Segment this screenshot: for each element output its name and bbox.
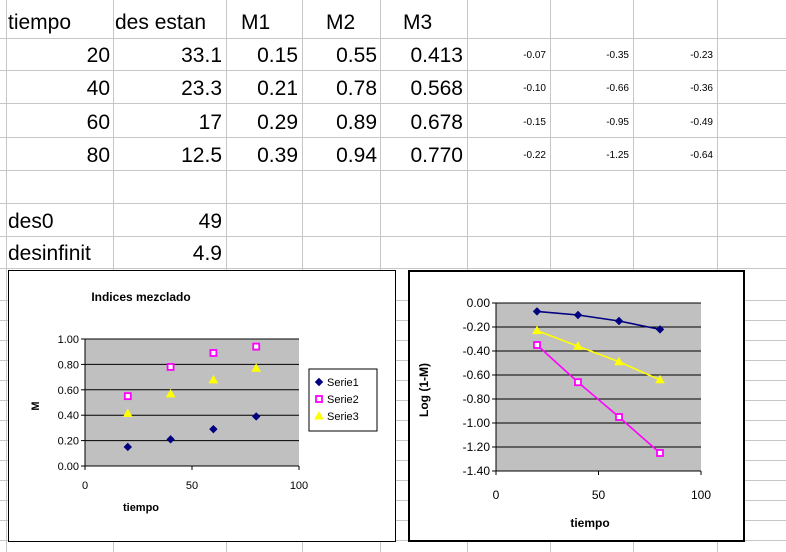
cell-desinfinit-value[interactable]: 4.9	[115, 238, 222, 269]
y-axis-label: M	[30, 401, 42, 410]
cell-log-m3[interactable]: -0.64	[635, 140, 713, 171]
data-point	[534, 342, 540, 348]
cell-des-estan[interactable]: 17	[115, 107, 222, 138]
cell-m2[interactable]: 0.55	[304, 40, 377, 71]
y-tick-label: 1.00	[58, 334, 79, 346]
x-axis-label: tiempo	[123, 502, 159, 514]
cell-m2[interactable]: 0.78	[304, 73, 377, 104]
plot-background	[85, 339, 299, 466]
cell-m1[interactable]: 0.21	[228, 73, 298, 104]
cell-log-m2[interactable]: -0.95	[552, 107, 629, 138]
cell-log-m2[interactable]: -0.35	[552, 40, 629, 71]
plot-area: 0.00 0.20 0.40 0.60 0.80 1.00 0 50 100	[58, 334, 309, 492]
y-tick-label: 0.00	[58, 461, 79, 473]
y-tick-label: -1.20	[463, 440, 491, 454]
cell-log-m1[interactable]: -0.10	[469, 73, 546, 104]
y-tick-label: 0.80	[58, 359, 79, 371]
cell-des-estan[interactable]: 33.1	[115, 40, 222, 71]
y-tick-label: -1.40	[463, 464, 491, 478]
legend-marker	[316, 396, 322, 402]
data-point	[616, 414, 622, 420]
cell-tiempo[interactable]: 40	[8, 73, 110, 104]
y-tick-label: -0.80	[463, 392, 491, 406]
grid-row-line	[0, 38, 786, 39]
cell-des-estan[interactable]: 12.5	[115, 140, 222, 171]
cell-log-m1[interactable]: -0.15	[469, 107, 546, 138]
cell-log-m3[interactable]: -0.23	[635, 40, 713, 71]
legend-label: Serie2	[327, 394, 359, 406]
cell-tiempo[interactable]: 20	[8, 40, 110, 71]
header-cell-tiempo[interactable]: tiempo	[8, 7, 112, 38]
data-point	[657, 450, 663, 456]
legend[interactable]: Serie1 Serie2 Serie3	[309, 369, 377, 431]
y-tick-label: -0.60	[463, 368, 491, 382]
data-point	[253, 344, 259, 350]
cell-m3[interactable]: 0.413	[382, 40, 463, 71]
chart-indices-mezclado[interactable]: Indices mezclado 0.00 0.20 0.40 0.60 0.80 1.0…	[8, 270, 396, 542]
x-tick-label: 50	[186, 480, 198, 492]
chart-log-1-m[interactable]: 0.00 -0.20 -0.40 -0.60 -0.80 -1.00 -1.20 -1.40 0…	[408, 270, 745, 542]
cell-m2[interactable]: 0.89	[304, 107, 377, 138]
plot-area: 0.00 -0.20 -0.40 -0.60 -0.80 -1.00 -1.20 -1.400…	[463, 296, 712, 502]
y-tick-label: 0.60	[58, 385, 79, 397]
data-point	[125, 393, 131, 399]
cell-m1[interactable]: 0.29	[228, 107, 298, 138]
grid-col-line	[6, 0, 7, 552]
y-tick-label: 0.00	[467, 296, 491, 310]
header-cell-m3[interactable]: M3	[403, 7, 466, 38]
x-tick-label: 100	[290, 480, 308, 492]
legend-label: Serie1	[327, 377, 359, 389]
y-tick-label: -1.00	[463, 416, 491, 430]
chart1-svg: Indices mezclado 0.00 0.20 0.40 0.60 0.80 1.0…	[9, 271, 395, 541]
cell-tiempo[interactable]: 80	[8, 140, 110, 171]
cell-tiempo[interactable]: 60	[8, 107, 110, 138]
header-cell-m1[interactable]: M1	[241, 7, 301, 38]
y-tick-label: -0.20	[463, 320, 491, 334]
cell-des-estan[interactable]: 23.3	[115, 73, 222, 104]
cell-log-m3[interactable]: -0.36	[635, 73, 713, 104]
chart2-svg: 0.00 -0.20 -0.40 -0.60 -0.80 -1.00 -1.20 -1.400…	[410, 272, 743, 540]
cell-log-m1[interactable]: -0.22	[469, 140, 546, 171]
cell-m3[interactable]: 0.568	[382, 73, 463, 104]
y-tick-label: -0.40	[463, 344, 491, 358]
legend-label: Serie3	[327, 411, 359, 423]
cell-m2[interactable]: 0.94	[304, 140, 377, 171]
cell-des0-value[interactable]: 49	[115, 206, 222, 237]
chart-title: Indices mezclado	[91, 290, 190, 304]
cell-log-m1[interactable]: -0.07	[469, 40, 546, 71]
y-axis-label: Log (1-M)	[417, 363, 431, 417]
header-cell-des-estan[interactable]: des estan	[115, 7, 225, 38]
y-tick-label: 0.20	[58, 436, 79, 448]
cell-log-m2[interactable]: -0.66	[552, 73, 629, 104]
data-point	[168, 364, 174, 370]
cell-m3[interactable]: 0.770	[382, 140, 463, 171]
cell-m3[interactable]: 0.678	[382, 107, 463, 138]
cell-log-m2[interactable]: -1.25	[552, 140, 629, 171]
grid-row-line	[0, 203, 786, 204]
x-tick-label: 0	[493, 488, 500, 502]
cell-desinfinit-label[interactable]: desinfinit	[8, 238, 112, 269]
data-point	[210, 350, 216, 356]
cell-log-m3[interactable]: -0.49	[635, 107, 713, 138]
cell-m1[interactable]: 0.39	[228, 140, 298, 171]
data-point	[575, 379, 581, 385]
x-tick-label: 0	[82, 480, 88, 492]
plot-background	[496, 303, 701, 471]
x-axis-label: tiempo	[570, 516, 609, 530]
header-cell-m2[interactable]: M2	[326, 7, 379, 38]
y-tick-label: 0.40	[58, 410, 79, 422]
x-tick-label: 100	[691, 488, 711, 502]
cell-des0-label[interactable]: des0	[8, 206, 112, 237]
cell-m1[interactable]: 0.15	[228, 40, 298, 71]
x-tick-label: 50	[592, 488, 606, 502]
